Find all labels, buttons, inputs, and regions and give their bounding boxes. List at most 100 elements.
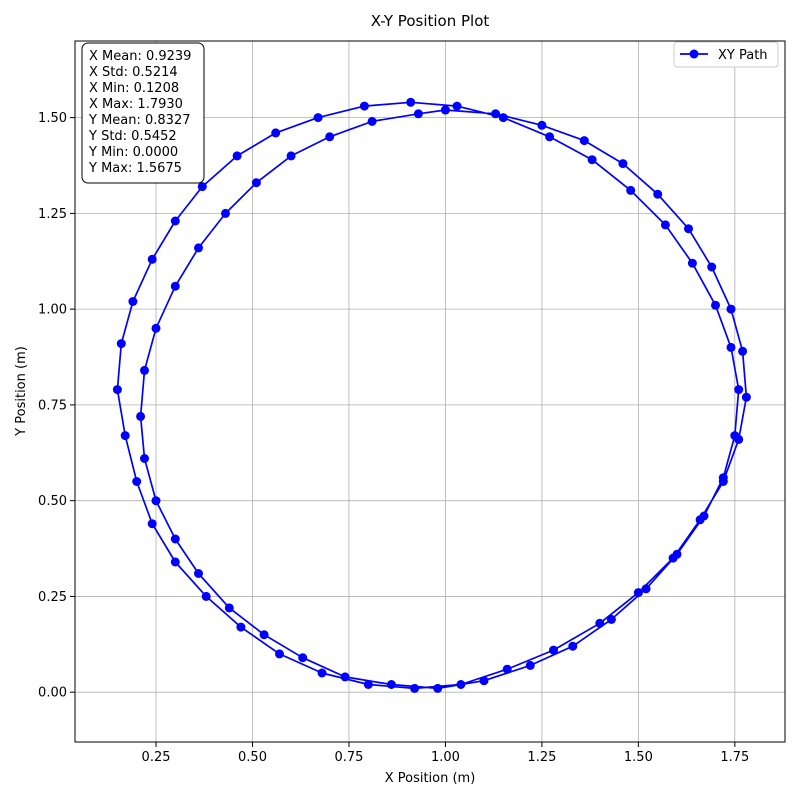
legend-frame: [673, 41, 779, 68]
xy-path-point: [491, 109, 501, 119]
xy-path-point: [112, 385, 122, 395]
xy-path-point: [340, 672, 350, 682]
series-layer: [112, 97, 751, 693]
xy-path-point: [606, 614, 616, 624]
xy-path-point: [579, 136, 589, 146]
legend-marker-swatch: [689, 49, 699, 59]
xy-path-point: [201, 591, 211, 601]
xy-path-point: [170, 281, 180, 291]
xy-path-point: [286, 151, 296, 161]
x-tick-label: 0.25: [142, 750, 171, 765]
x-tick-label: 1.75: [720, 750, 749, 765]
y-tick-label: 0.25: [38, 590, 67, 605]
xy-path-point: [170, 534, 180, 544]
xy-path-point: [626, 185, 636, 195]
stats-y-mean: Y Mean: 0.8327: [88, 113, 191, 128]
x-tick-label: 0.50: [238, 750, 267, 765]
xy-path-point: [595, 618, 605, 628]
xy-path-point: [151, 496, 161, 506]
xy-path-point: [687, 258, 697, 268]
xy-path-point: [738, 346, 748, 356]
xy-path-point: [641, 584, 651, 594]
xy-path-point: [236, 622, 246, 632]
xy-path-point: [140, 365, 149, 375]
legend: XY Path: [673, 41, 779, 68]
x-tick-label: 1.25: [527, 750, 556, 765]
xy-path-point: [672, 549, 682, 559]
stats-x-max: X Max: 1.7930: [89, 97, 183, 112]
xy-path-line: [116, 101, 748, 690]
xy-path-point: [147, 254, 157, 264]
xy-path-point: [711, 300, 720, 310]
xy-path-point: [317, 668, 327, 678]
xy-path-point: [730, 431, 740, 441]
xy-path-point: [151, 323, 161, 333]
x-tick-label: 1.00: [431, 750, 460, 765]
xy-path-point: [170, 557, 180, 567]
xy-path-point: [413, 109, 423, 119]
xy-path-point: [433, 683, 443, 693]
xy-path-point: [479, 676, 489, 686]
grid-layer: [75, 41, 785, 742]
xy-path-point: [128, 297, 138, 306]
xy-path-point: [537, 120, 547, 130]
xy-path-point: [232, 151, 242, 161]
xy-path-point: [726, 342, 736, 352]
xy-path-point: [275, 649, 284, 659]
xy-path-point: [549, 645, 558, 655]
xy-path-point: [224, 603, 234, 613]
xy-path-point: [741, 392, 751, 402]
xy-path-point: [718, 473, 728, 483]
stats-x-min: X Min: 0.1208: [89, 81, 179, 96]
xy-path-point: [660, 220, 670, 230]
xy-path-point: [498, 113, 508, 123]
xy-path-point: [259, 630, 269, 640]
y-tick-label: 1.00: [38, 303, 67, 318]
xy-path-point: [406, 97, 416, 107]
xy-path-point: [545, 132, 555, 142]
xy-path-point: [147, 519, 157, 529]
xy-path-point: [363, 680, 373, 689]
xy-path-point: [221, 208, 230, 218]
xy-path-point: [653, 189, 663, 199]
xy-path-point: [456, 680, 466, 689]
xy-path-point: [707, 262, 717, 272]
xy-path-point: [618, 159, 628, 169]
stats-y-std: Y Std: 0.5452: [88, 129, 177, 144]
stats-box: X Mean: 0.9239 X Std: 0.5214 X Min: 0.12…: [81, 42, 205, 184]
xy-path-point: [386, 680, 396, 689]
xy-path-point: [699, 511, 709, 521]
x-axis-label: X Position (m): [385, 771, 476, 786]
y-tick-label: 1.50: [38, 111, 67, 126]
xy-path-point: [197, 182, 207, 192]
chart-title: X-Y Position Plot: [371, 12, 490, 30]
xy-path-point: [684, 224, 693, 234]
xy-path-point: [298, 653, 308, 663]
xy-path-point: [440, 105, 450, 115]
xy-path-point: [140, 454, 149, 463]
xy-path-point: [525, 660, 535, 670]
plot-frame: [74, 40, 786, 743]
xy-path-point: [367, 116, 377, 126]
stats-x-mean: X Mean: 0.9239: [89, 49, 191, 64]
xy-path-point: [726, 304, 736, 314]
stats-box-frame: [81, 42, 205, 184]
xy-path-point: [502, 664, 512, 674]
xy-path-point: [116, 339, 126, 349]
stats-y-max: Y Max: 1.5675: [88, 161, 182, 176]
xy-path-point: [170, 216, 180, 226]
y-tick-label: 0.75: [38, 398, 67, 413]
xy-path-point: [452, 101, 462, 111]
y-axis-label: Y Position (m): [14, 346, 29, 437]
xy-path-point: [132, 477, 142, 486]
y-tick-label: 0.00: [38, 686, 67, 701]
legend-label: XY Path: [718, 48, 768, 63]
tick-layer: 0.25 0.50 0.75 1.00 1.25 1.50 1.75 0.00 0.25 0.50…: [38, 111, 749, 765]
x-tick-label: 1.50: [624, 750, 653, 765]
xy-path-point: [325, 132, 335, 142]
xy-path-point: [136, 411, 146, 421]
xy-path-point: [313, 113, 323, 123]
x-tick-label: 0.75: [334, 750, 363, 765]
xy-path-point: [633, 588, 643, 598]
